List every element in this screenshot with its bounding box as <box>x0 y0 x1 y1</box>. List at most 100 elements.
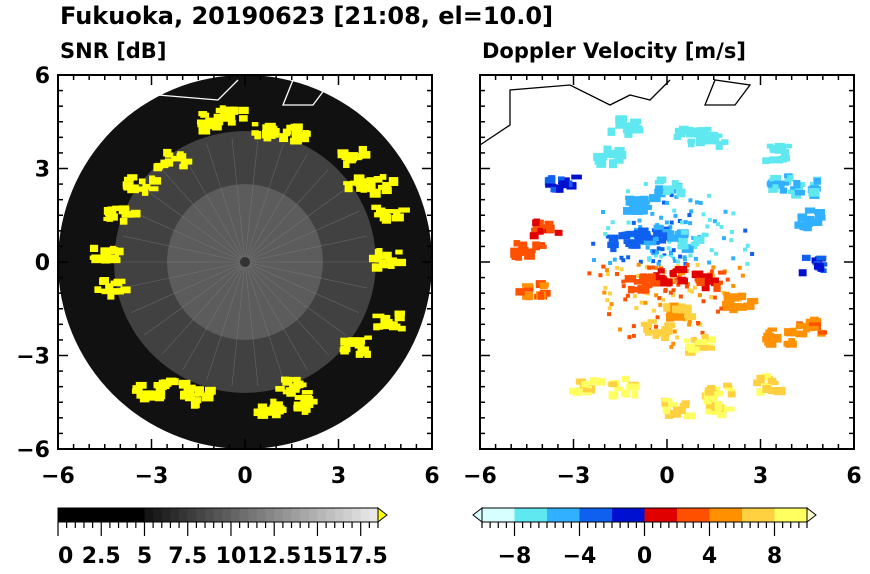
velocity-echo <box>802 328 811 333</box>
snr-echo <box>378 259 387 269</box>
snr-panel-title: SNR [dB] <box>60 39 166 63</box>
snr-echo <box>395 213 404 222</box>
snr-echo <box>121 211 134 218</box>
velocity-panel: −6 −3 0 3 6 <box>463 74 862 489</box>
velocity-echo <box>648 237 657 246</box>
velocity-gate <box>669 344 674 349</box>
snr-echo <box>135 381 147 389</box>
velocity-echo <box>668 402 679 408</box>
velocity-gate <box>619 255 624 260</box>
radial-streak <box>244 261 308 371</box>
velocity-echo <box>621 231 631 237</box>
velocity-echo <box>656 176 667 184</box>
velocity-gate <box>691 235 696 240</box>
velocity-gate <box>672 329 677 334</box>
velocity-echo <box>816 255 827 261</box>
velocity-echo <box>624 122 634 132</box>
velocity-echo <box>614 146 625 156</box>
velocity-echo <box>720 139 729 145</box>
velocity-gate <box>603 231 608 236</box>
velocity-gate <box>607 312 612 317</box>
velocity-gate <box>650 249 655 254</box>
colorbar-bin <box>620 508 629 522</box>
velocity-echo <box>624 275 637 283</box>
velocity-gate <box>591 258 596 263</box>
velocity-echo <box>808 325 819 331</box>
colorbar-bin <box>595 508 605 522</box>
colorbar-tick-label: 7.5 <box>168 544 207 569</box>
velocity-echo <box>773 386 786 396</box>
velocity-echo <box>717 409 727 419</box>
velocity-echo <box>696 344 709 351</box>
velocity-echo <box>636 203 647 212</box>
velocity-echo <box>545 183 557 188</box>
velocity-gate <box>651 259 656 264</box>
snr-echo <box>138 178 146 185</box>
colorbar-extend-max <box>806 506 817 524</box>
velocity-gate <box>626 255 631 260</box>
velocity-echo <box>692 127 699 134</box>
radial-streak <box>182 153 246 263</box>
velocity-gate <box>668 290 673 295</box>
x-tick-label: −6 <box>41 464 75 489</box>
snr-panel: −6 −3 0 3 6 6 3 0 −3 −6 <box>16 64 439 489</box>
radial-streak <box>130 211 246 263</box>
velocity-gate <box>682 255 687 260</box>
velocity-gate <box>671 288 676 293</box>
snr-echo <box>162 160 170 168</box>
colorbar-bin <box>101 508 111 522</box>
snr-echo <box>197 122 207 128</box>
velocity-echo <box>696 277 705 287</box>
velocity-gate <box>684 284 689 289</box>
velocity-echo <box>793 179 801 189</box>
velocity-echo <box>812 318 822 327</box>
snr-echo <box>387 263 395 269</box>
velocity-gate <box>639 300 644 305</box>
velocity-gate <box>674 230 679 235</box>
velocity-echo <box>667 234 679 242</box>
velocity-echo <box>700 138 709 145</box>
velocity-gate <box>668 225 673 230</box>
velocity-echo <box>539 282 549 288</box>
velocity-gate <box>701 212 706 217</box>
velocity-echo <box>661 189 671 196</box>
velocity-gate <box>653 253 658 258</box>
velocity-panel-title: Doppler Velocity [m/s] <box>482 39 746 63</box>
snr-echo <box>164 152 174 158</box>
snr-echo <box>288 384 300 393</box>
velocity-echo <box>769 177 781 183</box>
colorbar-bin <box>343 508 353 522</box>
snr-echo <box>381 218 392 224</box>
velocity-gate <box>665 200 670 205</box>
snr-echo <box>154 162 164 170</box>
velocity-gate <box>676 282 681 287</box>
velocity-echo <box>640 199 647 205</box>
velocity-echo <box>769 156 780 164</box>
snr-echo <box>130 211 139 217</box>
snr-echo <box>293 123 303 132</box>
velocity-echo <box>615 121 627 129</box>
colorbar-bin <box>717 508 727 522</box>
velocity-echo <box>738 292 747 301</box>
velocity-echo <box>654 180 665 185</box>
velocity-echo <box>593 153 601 161</box>
velocity-gate <box>704 232 709 237</box>
colorbar-bin <box>579 508 589 522</box>
colorbar-bin <box>196 508 206 522</box>
snr-echo <box>368 254 380 263</box>
velocity-echo <box>671 180 679 189</box>
velocity-echo <box>537 227 544 235</box>
snr-echo <box>227 119 236 126</box>
colorbar-bin <box>790 508 800 522</box>
velocity-gate <box>661 200 666 205</box>
velocity-gate <box>647 265 652 270</box>
snr-echo <box>380 324 391 330</box>
velocity-echo <box>626 383 635 390</box>
velocity-echo <box>615 115 628 122</box>
snr-echo <box>106 216 114 222</box>
colorbar-bin <box>300 508 310 522</box>
snr-echo <box>301 406 309 415</box>
velocity-echo <box>724 385 733 390</box>
velocity-echo <box>723 406 735 412</box>
